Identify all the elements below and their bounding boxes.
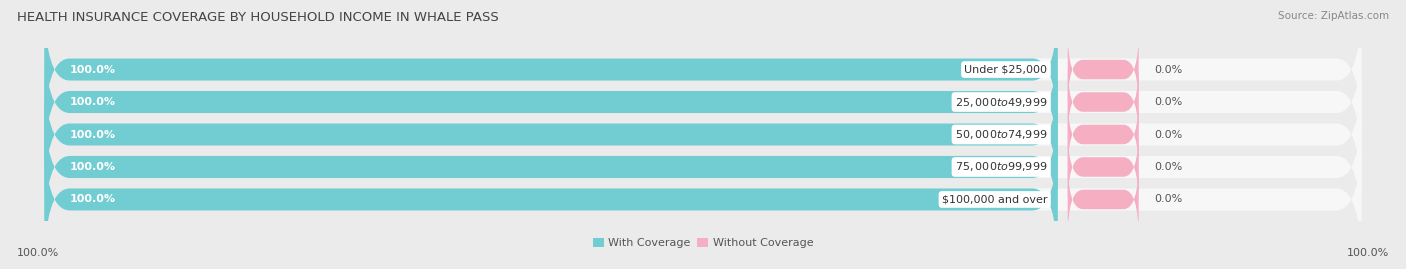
- FancyBboxPatch shape: [1067, 63, 1139, 141]
- FancyBboxPatch shape: [45, 32, 1057, 172]
- FancyBboxPatch shape: [45, 129, 1361, 269]
- Text: $75,000 to $99,999: $75,000 to $99,999: [955, 161, 1047, 174]
- Text: 100.0%: 100.0%: [70, 194, 115, 204]
- FancyBboxPatch shape: [1067, 95, 1139, 174]
- Text: 0.0%: 0.0%: [1154, 194, 1182, 204]
- FancyBboxPatch shape: [45, 0, 1361, 140]
- FancyBboxPatch shape: [45, 97, 1057, 237]
- Text: 100.0%: 100.0%: [70, 65, 115, 75]
- FancyBboxPatch shape: [45, 129, 1057, 269]
- Text: $50,000 to $74,999: $50,000 to $74,999: [955, 128, 1047, 141]
- FancyBboxPatch shape: [45, 32, 1361, 172]
- Text: 100.0%: 100.0%: [17, 248, 59, 258]
- Text: 0.0%: 0.0%: [1154, 162, 1182, 172]
- Text: 100.0%: 100.0%: [1347, 248, 1389, 258]
- Text: $25,000 to $49,999: $25,000 to $49,999: [955, 95, 1047, 108]
- Text: 100.0%: 100.0%: [70, 129, 115, 140]
- FancyBboxPatch shape: [1067, 161, 1139, 238]
- FancyBboxPatch shape: [45, 64, 1057, 205]
- FancyBboxPatch shape: [45, 0, 1057, 140]
- Legend: With Coverage, Without Coverage: With Coverage, Without Coverage: [588, 234, 818, 253]
- FancyBboxPatch shape: [45, 64, 1361, 205]
- FancyBboxPatch shape: [45, 97, 1361, 237]
- Text: Under $25,000: Under $25,000: [965, 65, 1047, 75]
- Text: Source: ZipAtlas.com: Source: ZipAtlas.com: [1278, 11, 1389, 21]
- Text: $100,000 and over: $100,000 and over: [942, 194, 1047, 204]
- Text: HEALTH INSURANCE COVERAGE BY HOUSEHOLD INCOME IN WHALE PASS: HEALTH INSURANCE COVERAGE BY HOUSEHOLD I…: [17, 11, 499, 24]
- Text: 100.0%: 100.0%: [70, 162, 115, 172]
- FancyBboxPatch shape: [1067, 128, 1139, 206]
- Text: 100.0%: 100.0%: [70, 97, 115, 107]
- FancyBboxPatch shape: [1067, 31, 1139, 108]
- Text: 0.0%: 0.0%: [1154, 97, 1182, 107]
- Text: 0.0%: 0.0%: [1154, 65, 1182, 75]
- Text: 0.0%: 0.0%: [1154, 129, 1182, 140]
